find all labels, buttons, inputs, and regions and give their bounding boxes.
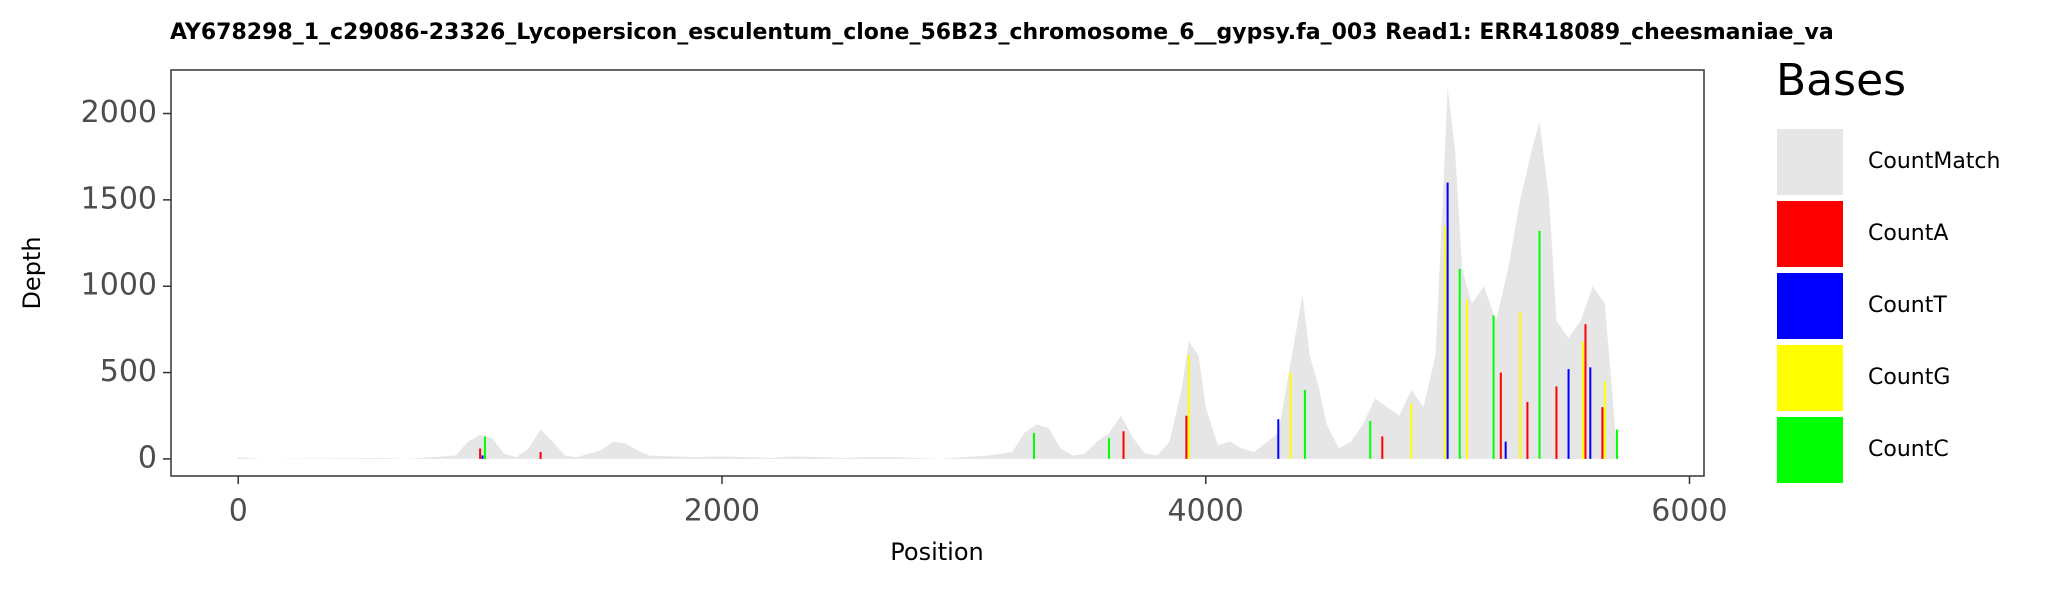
legend-label: CountT bbox=[1868, 293, 1947, 318]
legend-label: CountA bbox=[1868, 221, 1948, 246]
base-bar bbox=[1582, 341, 1585, 459]
legend-key bbox=[1777, 417, 1843, 483]
legend-label: CountC bbox=[1868, 437, 1949, 462]
x-tick-label: 4000 bbox=[1168, 494, 1244, 529]
y-tick-label: 2000 bbox=[81, 95, 157, 130]
y-tick-label: 1500 bbox=[81, 181, 157, 216]
x-tick-label: 0 bbox=[229, 494, 248, 529]
x-tick-label: 6000 bbox=[1651, 494, 1727, 529]
coverage-area bbox=[238, 87, 1617, 459]
base-bar bbox=[1381, 436, 1384, 459]
base-bar bbox=[1615, 429, 1618, 459]
base-bar bbox=[1122, 431, 1125, 459]
base-bar bbox=[1107, 438, 1110, 459]
base-bar bbox=[539, 451, 542, 459]
base-bar bbox=[1492, 315, 1495, 459]
base-bar bbox=[1185, 415, 1188, 459]
base-bar bbox=[481, 455, 484, 459]
base-bar bbox=[1444, 225, 1447, 459]
legend-key bbox=[1777, 345, 1843, 411]
legend-key bbox=[1777, 273, 1843, 339]
plot-border bbox=[170, 69, 1705, 477]
base-bar bbox=[479, 448, 482, 459]
base-bar bbox=[1519, 312, 1522, 459]
base-bar bbox=[1465, 300, 1468, 459]
base-bar bbox=[1033, 432, 1036, 459]
x-tick-label: 2000 bbox=[684, 494, 760, 529]
base-bar bbox=[1601, 407, 1604, 459]
legend-key bbox=[1777, 201, 1843, 267]
base-bar bbox=[1369, 420, 1372, 459]
base-bar bbox=[1458, 268, 1461, 459]
y-tick-label: 500 bbox=[100, 354, 157, 389]
base-bar bbox=[1538, 230, 1541, 459]
base-bar bbox=[1603, 381, 1606, 459]
y-axis-label: Depth bbox=[18, 236, 46, 309]
y-tick-label: 1000 bbox=[81, 268, 157, 303]
legend-label: CountMatch bbox=[1868, 149, 2000, 174]
legend-key bbox=[1777, 129, 1843, 195]
base-bar bbox=[1499, 372, 1502, 459]
base-bar bbox=[1410, 403, 1413, 459]
base-bar bbox=[1277, 419, 1280, 459]
chart-title: AY678298_1_c29086-23326_Lycopersicon_esc… bbox=[170, 20, 1834, 45]
x-axis-label: Position bbox=[890, 538, 983, 566]
base-bar bbox=[1584, 324, 1587, 459]
base-bar bbox=[1303, 389, 1306, 459]
base-bar bbox=[1567, 369, 1570, 459]
base-bar bbox=[1526, 401, 1529, 459]
base-bar bbox=[483, 436, 486, 459]
base-bar bbox=[1187, 355, 1190, 459]
base-bar bbox=[1589, 367, 1592, 459]
legend-label: CountG bbox=[1868, 365, 1950, 390]
y-tick-label: 0 bbox=[138, 440, 157, 475]
base-bar bbox=[1446, 182, 1449, 459]
base-bar bbox=[1555, 386, 1558, 459]
base-bar bbox=[1289, 372, 1292, 459]
legend-title: Bases bbox=[1776, 55, 1906, 106]
base-bar bbox=[1504, 441, 1507, 459]
